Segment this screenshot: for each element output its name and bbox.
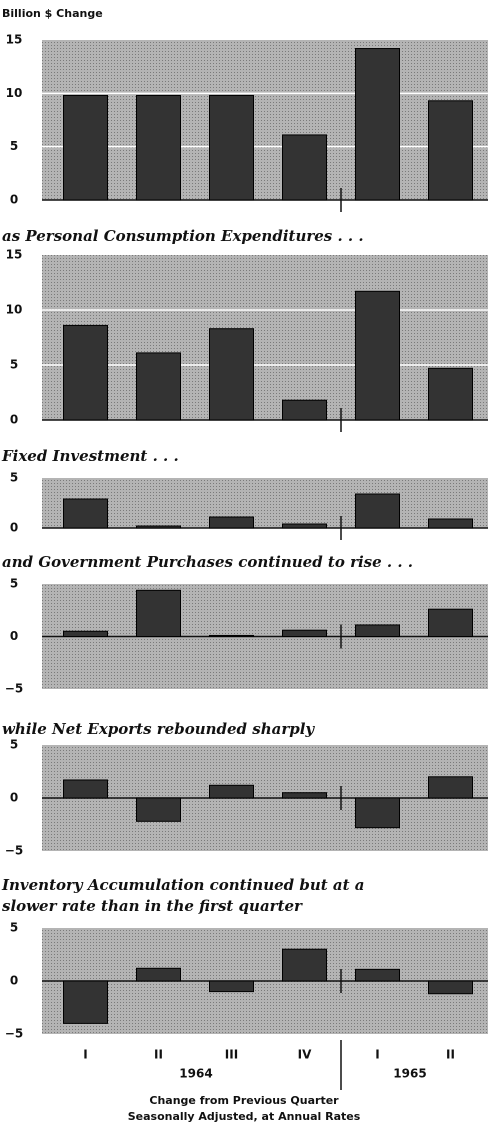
x-tick-label: I xyxy=(375,1048,379,1062)
x-tick-label: II xyxy=(446,1048,455,1062)
bar xyxy=(355,968,400,982)
bar xyxy=(282,523,327,529)
y-tick-label: 0 xyxy=(10,413,18,427)
bar xyxy=(209,516,254,529)
panel-title: as Personal Consumption Expenditures . .… xyxy=(2,227,364,245)
bar xyxy=(282,134,327,201)
y-tick-label: 0 xyxy=(10,629,18,643)
bar xyxy=(136,797,181,822)
panel-title: slower rate than in the first quarter xyxy=(2,897,303,915)
y-tick-label: 5 xyxy=(10,577,18,591)
y-tick-label: −5 xyxy=(5,1027,23,1041)
bar xyxy=(428,608,473,638)
year-label: 1964 xyxy=(179,1067,212,1081)
bar xyxy=(63,324,108,421)
x-tick-label: II xyxy=(154,1048,163,1062)
x-tick-label: IV xyxy=(298,1048,312,1062)
bar xyxy=(355,624,400,638)
bar xyxy=(209,784,254,799)
y-tick-label: 0 xyxy=(10,193,18,207)
bar xyxy=(136,589,181,637)
bar xyxy=(209,94,254,201)
plot-background xyxy=(42,478,488,528)
bar xyxy=(282,629,327,638)
bar xyxy=(428,776,473,799)
bar xyxy=(63,980,108,1024)
y-tick-label: 0 xyxy=(10,974,18,988)
unit-label: Billion $ Change xyxy=(2,7,103,20)
bar xyxy=(63,498,108,529)
footnote: Change from Previous Quarter xyxy=(149,1094,339,1107)
y-tick-label: 15 xyxy=(6,248,23,262)
panel-title: while Net Exports rebounded sharply xyxy=(2,720,315,738)
y-tick-label: −5 xyxy=(5,844,23,858)
bar xyxy=(136,967,181,982)
bar xyxy=(428,367,473,421)
plot-background xyxy=(42,255,488,420)
panel-title: Inventory Accumulation continued but at … xyxy=(1,876,365,894)
y-tick-label: −5 xyxy=(5,682,23,696)
bar xyxy=(428,100,473,201)
year-label: 1965 xyxy=(393,1067,426,1081)
bar xyxy=(355,48,400,201)
y-tick-label: 0 xyxy=(10,521,18,535)
bar xyxy=(136,352,181,421)
bar xyxy=(355,493,400,529)
bar xyxy=(63,630,108,637)
bar xyxy=(136,94,181,201)
y-tick-label: 5 xyxy=(10,921,18,935)
bar xyxy=(63,779,108,799)
bar xyxy=(209,328,254,421)
y-tick-label: 5 xyxy=(10,139,18,153)
bar xyxy=(209,634,254,638)
y-tick-label: 15 xyxy=(6,33,23,47)
y-tick-label: 0 xyxy=(10,791,18,805)
footnote: Seasonally Adjusted, at Annual Rates xyxy=(128,1110,361,1123)
x-tick-label: III xyxy=(225,1048,238,1062)
panel-title: and Government Purchases continued to ri… xyxy=(2,553,413,571)
y-tick-label: 5 xyxy=(10,358,18,372)
bar xyxy=(428,980,473,995)
bar xyxy=(428,518,473,529)
bar xyxy=(136,525,181,529)
y-tick-label: 5 xyxy=(10,471,18,485)
y-tick-label: 10 xyxy=(6,303,23,317)
bar xyxy=(282,399,327,421)
bar xyxy=(282,792,327,799)
plot-background xyxy=(42,40,488,200)
y-tick-label: 5 xyxy=(10,738,18,752)
bar xyxy=(355,290,400,421)
bar xyxy=(282,948,327,982)
panel-title: Fixed Investment . . . xyxy=(1,447,179,465)
x-tick-label: I xyxy=(83,1048,87,1062)
bar xyxy=(209,980,254,993)
bar xyxy=(63,94,108,201)
bar xyxy=(355,797,400,829)
y-tick-label: 10 xyxy=(6,86,23,100)
